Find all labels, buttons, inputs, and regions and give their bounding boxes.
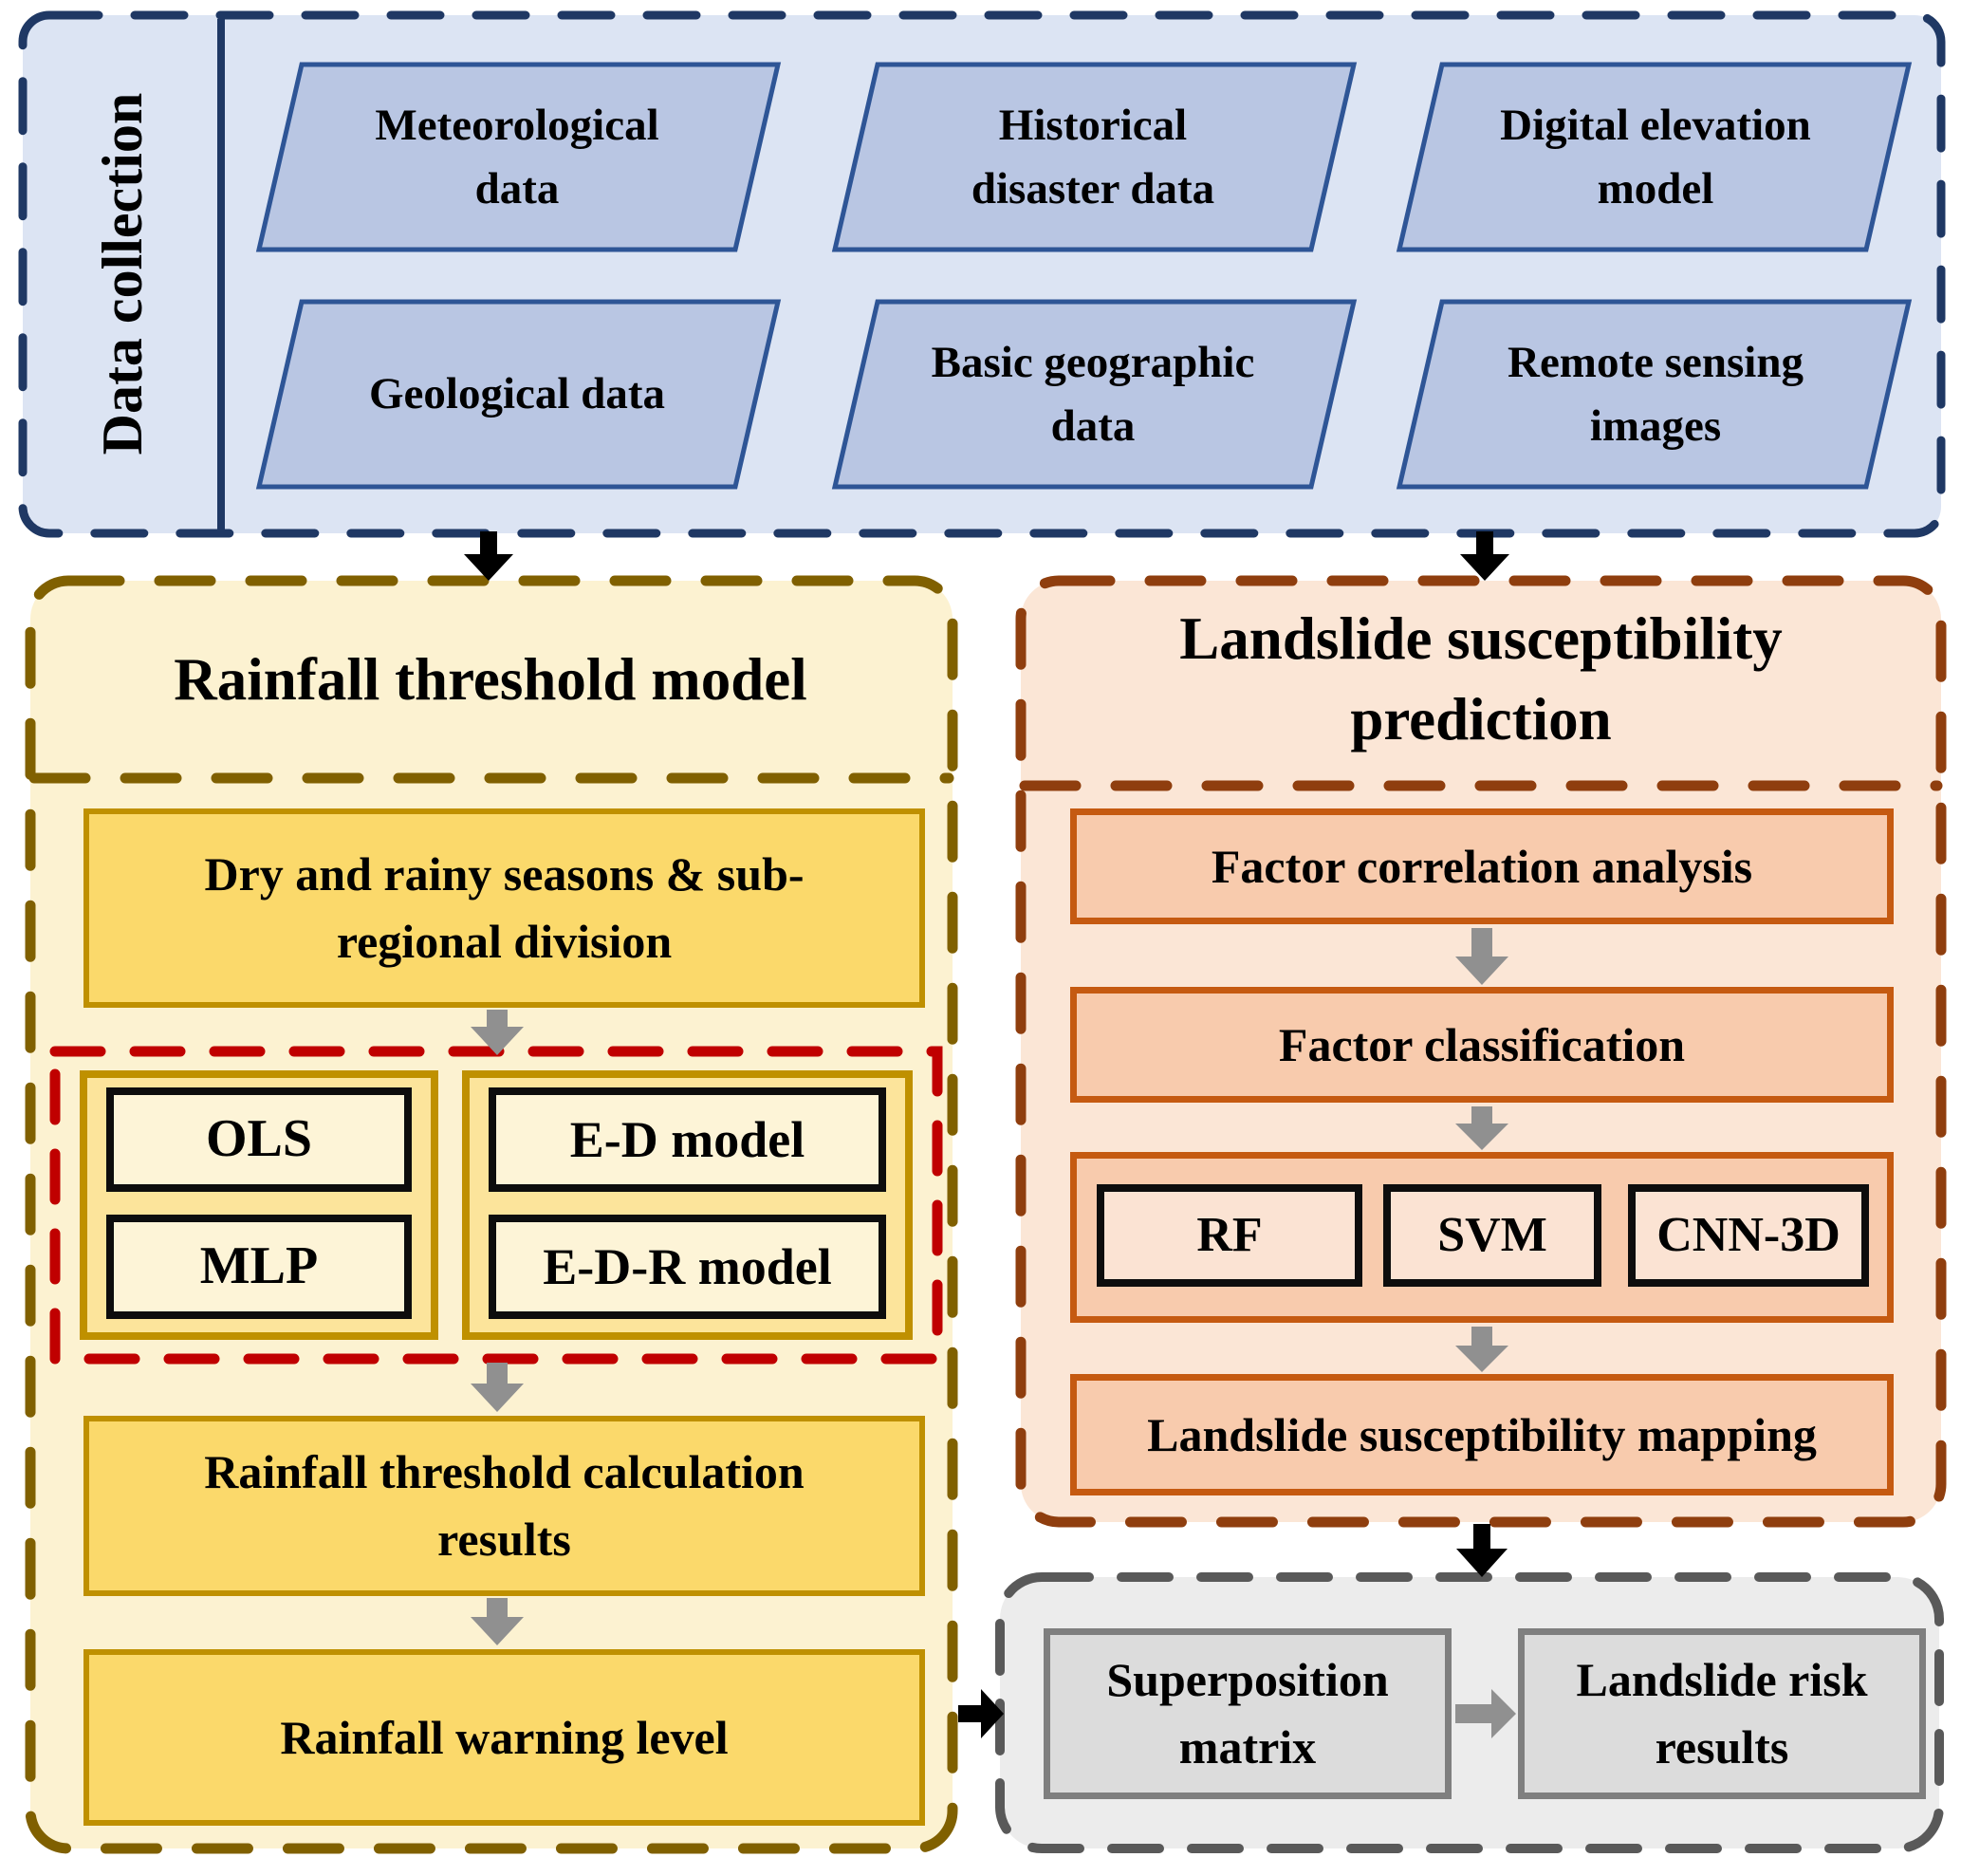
susceptibility-section-title: Landslide susceptibility prediction: [1179, 604, 1783, 752]
svm-box: SVM: [1383, 1184, 1601, 1287]
parallelogram-basic-geographic-data: [831, 299, 1358, 490]
arrow-superposition-to-results: [1455, 1689, 1516, 1738]
ed-model-box: E-D model: [489, 1087, 886, 1192]
susceptibility-mapping-box: Landslide susceptibility mapping: [1070, 1374, 1894, 1495]
data-collection-label: Data collection: [91, 93, 155, 455]
factor-correlation-analysis-box: Factor correlation analysis: [1070, 808, 1894, 924]
arrow-classification-to-models: [1455, 1106, 1508, 1150]
arrow-correlation-to-classification: [1455, 928, 1508, 985]
edr-model-box: E-D-R model: [489, 1215, 886, 1319]
ols-box: OLS: [106, 1087, 412, 1192]
factor-classification-box: Factor classification: [1070, 987, 1894, 1103]
arrow-models-to-mapping: [1455, 1327, 1508, 1372]
cnn3d-box: CNN-3D: [1628, 1184, 1869, 1287]
arrow-calculation-to-warning: [471, 1598, 524, 1645]
arrow-warning-to-risk: [958, 1689, 1004, 1738]
landslide-risk-results-box: Landslide risk results: [1518, 1628, 1926, 1799]
remote-sensing-images-label: Remote sensing images: [1508, 337, 1804, 451]
arrow-mapping-to-risk: [1456, 1524, 1508, 1577]
historical-disaster-data-label: Historical disaster data: [971, 100, 1215, 214]
arrow-data-to-rainfall: [464, 531, 513, 581]
parallelogram-digital-elevation-model: [1396, 62, 1913, 252]
parallelogram-geological-data: [255, 299, 782, 490]
rainfall-warning-level-box: Rainfall warning level: [83, 1649, 925, 1826]
superposition-matrix-box: Superposition matrix: [1044, 1628, 1452, 1799]
parallelogram-remote-sensing-images: [1396, 299, 1913, 490]
arrow-seasons-to-methods: [471, 1010, 524, 1055]
meteorological-data-label: Meteorological data: [375, 100, 659, 214]
arrow-data-to-susceptibility: [1460, 531, 1509, 581]
arrow-methods-to-calculation: [471, 1363, 524, 1412]
rainfall-section-title: Rainfall threshold model: [174, 646, 807, 714]
threshold-calculation-results-box: Rainfall threshold calculation results: [83, 1416, 925, 1596]
digital-elevation-model-label: Digital elevation model: [1500, 100, 1811, 214]
basic-geographic-data-label: Basic geographic data: [931, 337, 1255, 451]
parallelogram-meteorological-data: [255, 62, 782, 252]
rf-box: RF: [1097, 1184, 1362, 1287]
geological-data-label: Geological data: [369, 369, 665, 419]
season-division-box: Dry and rainy seasons & sub- regional di…: [83, 808, 925, 1008]
parallelogram-historical-disaster-data: [831, 62, 1358, 252]
mlp-box: MLP: [106, 1215, 412, 1319]
